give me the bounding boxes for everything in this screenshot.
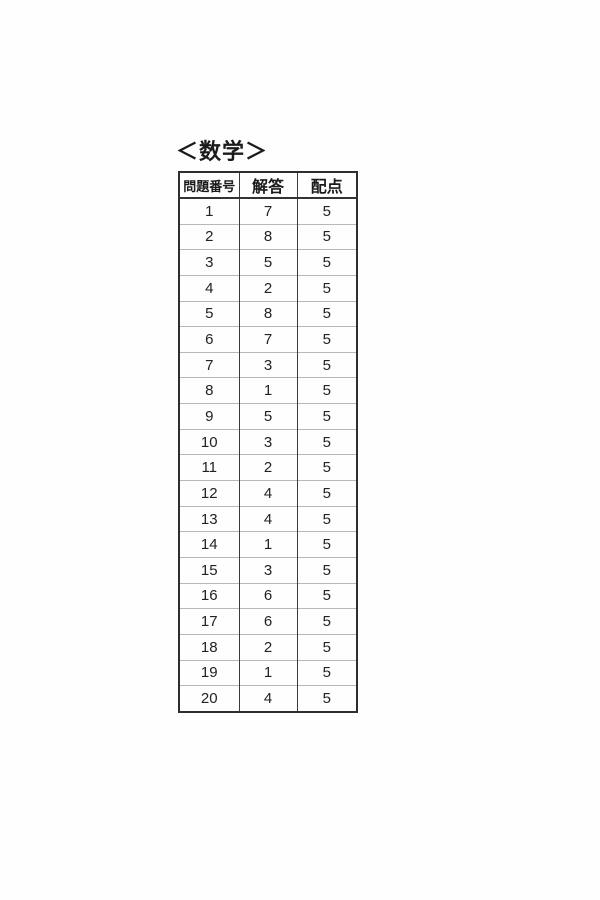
col-header-question-number: 問題番号	[179, 172, 239, 199]
points-cell: 5	[296, 300, 357, 327]
question-number-cell: 9	[179, 403, 239, 430]
question-number-cell: 13	[179, 505, 239, 532]
points-cell: 5	[296, 633, 357, 661]
answer-cell: 5	[238, 249, 297, 276]
answer-cell: 4	[238, 480, 297, 507]
col-header-points: 配点	[296, 172, 357, 199]
points-cell: 5	[296, 326, 357, 353]
points-cell: 5	[296, 531, 357, 558]
table-row: 18 2 5	[179, 633, 357, 661]
points-cell: 5	[296, 480, 357, 507]
table-row: 15 3 5	[179, 556, 357, 584]
answer-cell: 4	[238, 505, 297, 532]
question-number-cell: 10	[179, 428, 239, 455]
answer-cell: 6	[238, 582, 297, 609]
question-number-cell: 6	[179, 326, 239, 353]
table-row: 19 1 5	[179, 659, 357, 686]
table-row: 13 4 5	[179, 505, 357, 532]
question-number-cell: 17	[179, 608, 239, 635]
question-number-cell: 3	[179, 249, 239, 276]
answer-cell: 7	[238, 198, 297, 225]
answer-cell: 6	[238, 608, 297, 635]
col-header-answer: 解答	[238, 172, 297, 199]
points-cell: 5	[296, 505, 357, 532]
question-number-cell: 20	[179, 685, 239, 712]
answer-cell: 3	[238, 428, 297, 455]
answer-cell: 5	[238, 403, 297, 430]
table-row: 20 4 5	[179, 685, 357, 712]
answer-cell: 3	[238, 556, 297, 584]
points-cell: 5	[296, 377, 357, 404]
answer-cell: 1	[238, 531, 297, 558]
header-row: 問題番号 解答 配点	[179, 172, 357, 199]
question-number-cell: 2	[179, 223, 239, 250]
page-title: ＜数学＞	[176, 139, 269, 164]
question-number-cell: 4	[179, 274, 239, 302]
points-cell: 5	[296, 582, 357, 609]
table-row: 12 4 5	[179, 480, 357, 507]
answer-cell: 8	[238, 223, 297, 250]
answer-table: 問題番号 解答 配点 1 7 5 2 8 5 3 5 5 4 2 5 5 8 5 6 7 5 7 3 5 8 1 5 9 5 5 10…	[178, 171, 358, 713]
answer-cell: 2	[238, 633, 297, 661]
question-number-cell: 12	[179, 480, 239, 507]
answer-cell: 3	[238, 351, 297, 378]
answer-cell: 2	[238, 274, 297, 302]
answer-cell: 8	[238, 300, 297, 327]
table-row: 14 1 5	[179, 531, 357, 558]
table-row: 10 3 5	[179, 428, 357, 455]
answer-cell: 7	[238, 326, 297, 353]
answer-cell: 4	[238, 685, 297, 712]
points-cell: 5	[296, 556, 357, 584]
question-number-cell: 1	[205, 202, 214, 220]
points-cell: 5	[296, 454, 357, 481]
question-number-cell: 15	[179, 556, 239, 584]
table-row: 17 6 5	[179, 608, 357, 635]
question-number-cell: 19	[179, 659, 239, 686]
question-number-cell: 14	[179, 531, 239, 558]
answer-cell: 1	[238, 659, 297, 686]
question-number-cell: 7	[179, 351, 239, 378]
table-body: 1 7 5 2 8 5 3 5 5 4 2 5 5 8 5 6 7 5 7 3 5 8 1 5 9 5 5 10 3 5 11 2 5 12 4 5 1…	[179, 198, 357, 712]
question-number-cell: 11	[179, 454, 239, 481]
question-number-cell: 5	[179, 300, 239, 327]
points-cell: 5	[296, 428, 357, 455]
points-cell: 5	[296, 198, 357, 225]
question-number-cell: 18	[179, 633, 239, 661]
answer-cell: 1	[238, 377, 297, 404]
points-cell: 5	[296, 351, 357, 378]
points-cell: 5	[296, 403, 357, 430]
table-row: 16 6 5	[179, 582, 357, 609]
points-cell: 5	[296, 685, 357, 712]
points-cell: 5	[296, 223, 357, 250]
points-cell: 5	[296, 659, 357, 686]
table-row: 11 2 5	[179, 454, 357, 481]
points-cell: 5	[296, 274, 357, 302]
answer-cell: 2	[238, 454, 297, 481]
question-number-cell: 16	[179, 582, 239, 609]
question-number-cell: 8	[179, 377, 239, 404]
points-cell: 5	[296, 249, 357, 276]
points-cell: 5	[296, 608, 357, 635]
